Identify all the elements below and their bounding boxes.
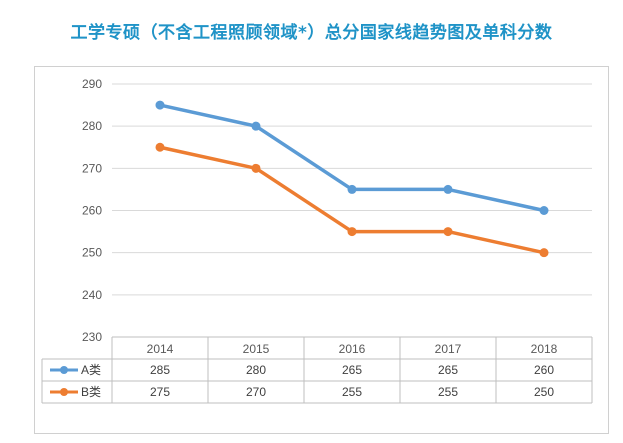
table-cell: 260 [534,363,554,377]
x-tick-label-2018: 2018 [531,342,558,356]
data-point-0-0 [155,100,165,110]
table-cell: 250 [534,385,554,399]
y-tick-label-290: 290 [82,77,102,91]
data-point-0-4 [539,206,549,215]
y-axis-ticks: 230 240 250 260 270 280 290 [82,77,102,344]
y-tick-label-240: 240 [82,288,102,302]
table-cell: 280 [246,363,266,377]
table-cell: 255 [438,385,458,399]
data-point-0-2 [347,184,357,194]
data-point-0-3 [443,184,453,194]
x-tick-label-2016: 2016 [339,342,366,356]
gridlines [112,83,592,296]
data-table: 2014 2015 2016 2017 2018 A类 285 280 265 265 260 B类 2… [41,336,593,404]
y-tick-label-280: 280 [82,119,102,133]
table-cell: 265 [342,363,362,377]
legend-marker-1 [60,388,68,396]
x-tick-label-2014: 2014 [147,342,174,356]
y-tick-label-270: 270 [82,161,102,175]
y-tick-label-250: 250 [82,246,102,260]
table-cell: 255 [342,385,362,399]
chart-title: 工学专硕（不含工程照顾领域*）总分国家线趋势图及单科分数 [70,23,553,43]
legend-marker-0 [60,366,68,374]
data-point-1-3 [443,227,453,237]
y-tick-label-260: 260 [82,204,102,218]
data-point-1-4 [539,248,549,258]
data-point-1-0 [155,142,165,152]
data-point-1-1 [251,163,261,173]
table-cell: 270 [246,385,266,399]
series-layer [155,100,549,258]
table-cell: 275 [150,385,170,399]
y-tick-label-230: 230 [82,330,102,344]
series-line-1 [159,145,545,255]
legend-label-0: A类 [81,363,101,377]
x-tick-label-2015: 2015 [243,342,270,356]
chart-frame [34,66,609,434]
table-cell: 285 [150,363,170,377]
series-line-0 [159,103,545,213]
data-point-0-1 [251,121,261,131]
data-point-1-2 [347,227,357,237]
table-cell: 265 [438,363,458,377]
legend-label-1: B类 [81,385,101,399]
x-tick-label-2017: 2017 [435,342,462,356]
